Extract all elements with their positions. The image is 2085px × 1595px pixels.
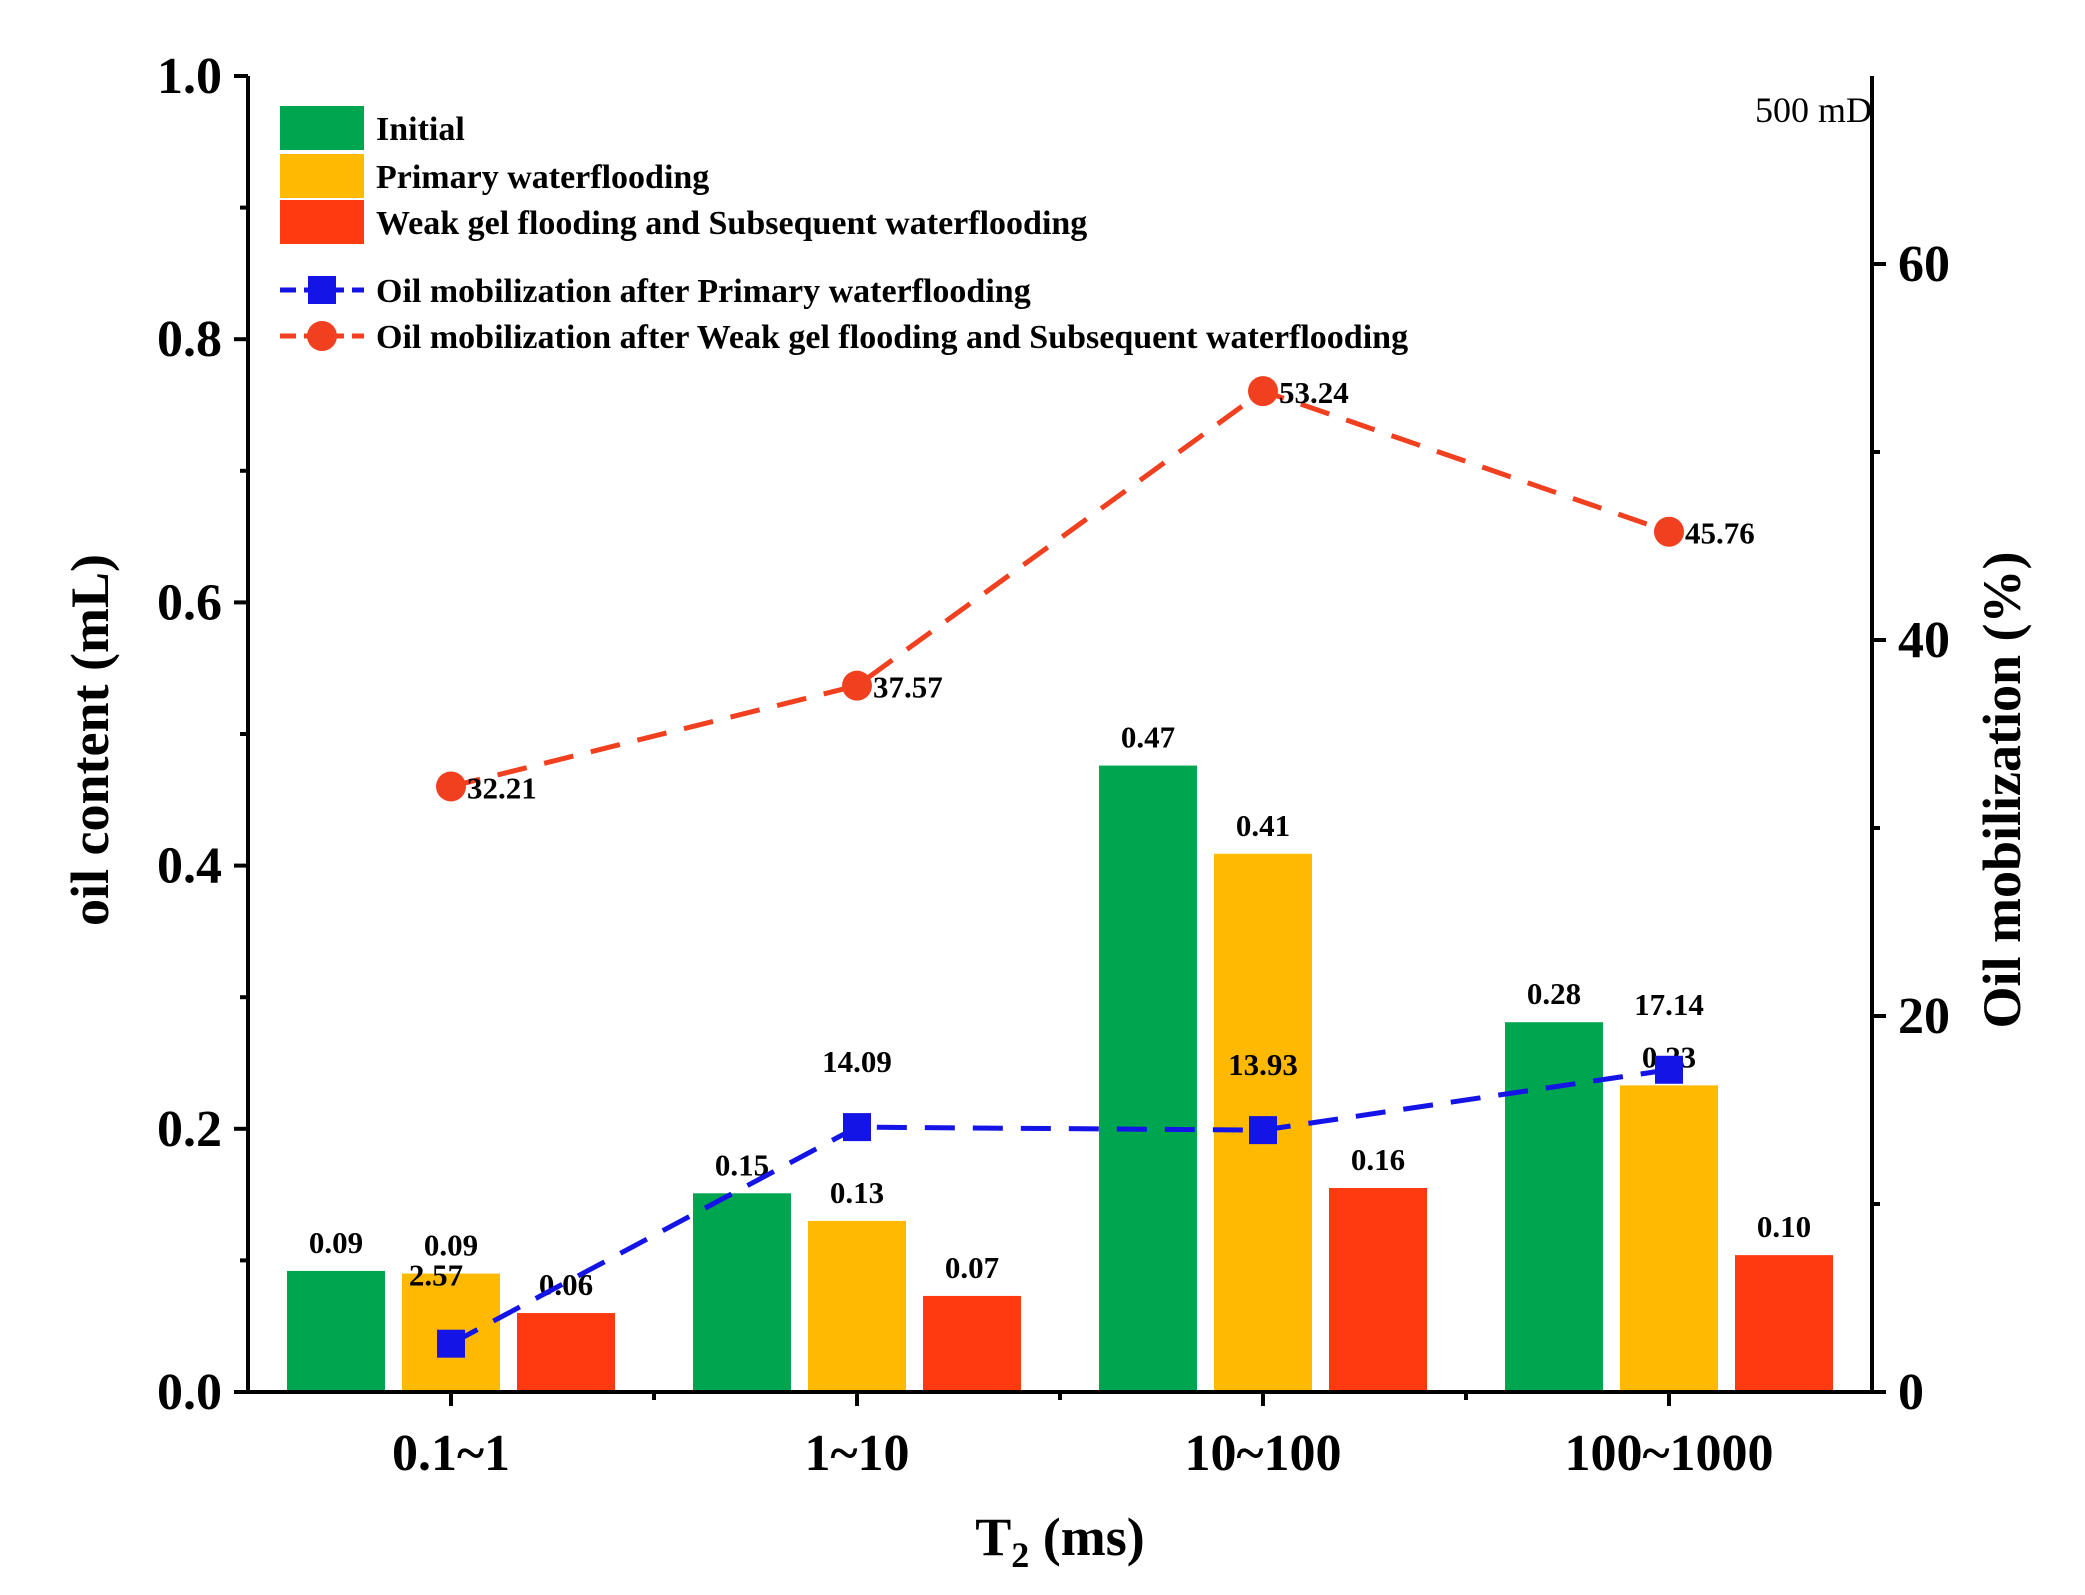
x-tick-label-3: 10~100 [1184,1425,1341,1482]
x-axis-title-main: T [975,1507,1011,1567]
y-tick-label-6: 1.0 [157,48,222,105]
permeability-annotation: 500 mD [1755,90,1872,130]
bar-1-1 [287,1270,385,1392]
line-label-1-4: 17.14 [1634,987,1704,1022]
y2-tick-label-1: 0 [1898,1364,1924,1421]
line-label-2-2: 37.57 [873,670,943,705]
line-2-marker-1 [436,771,466,802]
bar-2-4 [1620,1085,1718,1392]
bar-series: 0.090.150.470.280.090.130.410.230.060.07… [287,720,1833,1392]
y2-axis-title: Oil mobilization (%) [1972,552,2032,1029]
legend-swatch-3 [280,200,364,244]
line-1-marker-3 [1249,1116,1277,1145]
line-1-marker-1 [437,1329,465,1358]
bar-label-3-2: 0.07 [945,1250,999,1285]
y-tick-label-5: 0.8 [157,311,222,368]
x-axis-title-subscript: 2 [1011,1535,1029,1575]
bar-label-2-3: 0.41 [1236,808,1290,843]
line-2-marker-3 [1248,376,1278,407]
legend-marker-2 [307,321,337,351]
bar-label-3-3: 0.16 [1351,1142,1405,1177]
y-tick-label-2: 0.2 [157,1101,222,1158]
line-label-1-2: 14.09 [822,1044,892,1079]
y2-tick-label-2: 20 [1898,988,1950,1045]
bar-label-1-4: 0.28 [1527,976,1581,1011]
bar-label-2-2: 0.13 [830,1175,884,1210]
line-2-marker-2 [842,670,872,701]
x-tick-label-1: 0.1~1 [392,1425,510,1482]
bar-3-4 [1735,1255,1833,1392]
y-tick-label-4: 0.6 [157,574,222,631]
bar-3-2 [923,1295,1021,1392]
bar-label-2-1: 0.09 [424,1228,478,1263]
y-tick-label-1: 0.0 [157,1364,222,1421]
bar-label-1-3: 0.47 [1121,720,1175,755]
bar-label-3-4: 0.10 [1757,1209,1811,1244]
y2-tick-label-4: 60 [1898,236,1950,293]
x-tick-label-4: 100~1000 [1564,1425,1773,1482]
line-label-2-1: 32.21 [467,770,537,805]
line-2 [450,388,1670,789]
y-axis-title: oil content (mL) [60,554,120,926]
legend-label-5: Oil mobilization after Weak gel flooding… [376,319,1408,356]
legend-swatch-1 [280,106,364,150]
legend-label-3: Weak gel flooding and Subsequent waterfl… [376,205,1087,242]
x-tick-label-2: 1~10 [804,1425,909,1482]
y-tick-label-3: 0.4 [157,838,222,895]
line-1 [449,1067,1670,1346]
legend-marker-1 [308,276,336,304]
bar-3-1 [517,1313,615,1392]
legend-label-2: Primary waterflooding [376,159,709,196]
bar-1-4 [1505,1022,1603,1392]
line-label-1-3: 13.93 [1228,1047,1298,1082]
line-2-marker-4 [1654,516,1684,547]
line-label-2-3: 53.24 [1279,375,1349,410]
bar-3-3 [1329,1188,1427,1392]
bar-2-2 [808,1220,906,1392]
line-1-marker-2 [843,1113,871,1142]
line-series: 2.57 14.09 13.93 17.14 32.21 37.57 53.24 45.76 [409,375,1755,1358]
axes: 0.0 0.2 0.4 0.6 0.8 1.0 0 20 40 60 0.1~1 1~10 10~100… [157,48,1950,1482]
x-axis-title: T2 (ms) [975,1507,1145,1575]
line-label-2-4: 45.76 [1685,516,1755,551]
y2-tick-label-3: 40 [1898,612,1950,669]
bar-1-2 [693,1193,791,1392]
bar-label-1-1: 0.09 [309,1225,363,1260]
bar-1-3 [1099,765,1197,1392]
line-label-1-1: 2.57 [409,1258,463,1293]
legend-label-4: Oil mobilization after Primary waterfloo… [376,273,1031,310]
legend: Initial Primary waterflooding Weak gel flo… [280,106,1408,356]
legend-swatch-2 [280,154,364,198]
legend-label-1: Initial [376,111,465,148]
line-1-marker-4 [1655,1055,1683,1084]
x-axis-title-unit: (ms) [1029,1507,1144,1567]
